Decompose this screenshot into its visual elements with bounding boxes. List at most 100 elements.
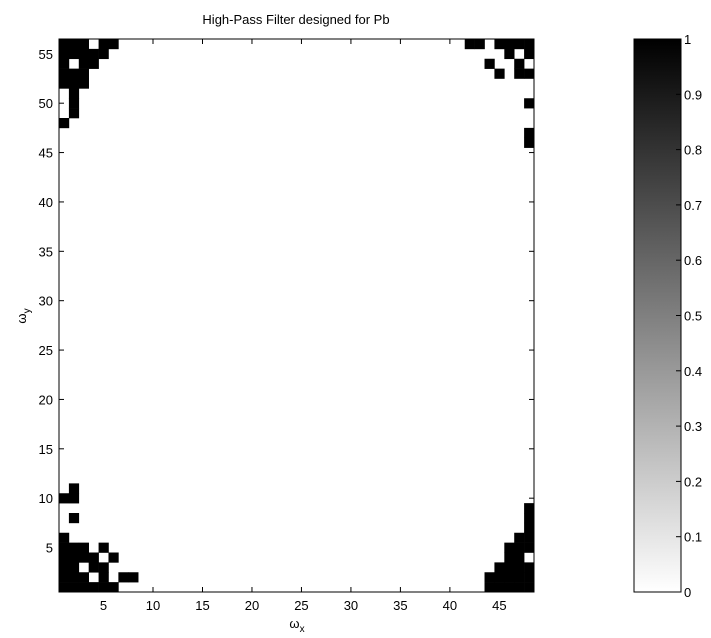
colorbar-tick-label: 0 [684,585,691,600]
heatmap-cells [59,39,535,593]
colorbar-tick-label: 1 [684,32,691,47]
heatmap-cell [59,58,70,69]
heatmap-cell [108,39,119,50]
x-tick-label: 20 [245,598,259,613]
y-tick-label: 15 [39,442,53,457]
x-tick-label: 40 [443,598,457,613]
x-tick-label: 10 [146,598,160,613]
heatmap-cell [524,39,535,50]
heatmap-cell [98,39,109,50]
y-ticks: 5 10 15 20 25 30 35 40 45 50 55 [39,47,534,556]
y-tick-label: 10 [39,491,53,506]
heatmap-cell [78,68,89,79]
heatmap-cell [504,562,515,573]
heatmap-cell [514,542,525,553]
heatmap-cell [68,48,80,60]
y-tick-label: 35 [39,244,53,259]
colorbar-tick-label: 0.1 [684,530,702,545]
y-tick-label: 5 [46,541,53,556]
heatmap-cell [78,542,89,553]
heatmap-cell [504,48,515,60]
colorbar-tick-label: 0.9 [684,87,702,102]
heatmap-cell [59,78,70,89]
heatmap-cell [68,562,80,573]
heatmap-cell [524,68,535,79]
heatmap-cell [68,78,80,89]
heatmap-cell [514,39,525,50]
heatmap-cell [504,542,515,553]
heatmap-cell [78,572,89,583]
heatmap-cell [504,582,515,593]
heatmap-cell [108,552,119,563]
heatmap-cell [464,39,475,50]
heatmap-cell [68,98,80,109]
heatmap-cell [68,483,80,494]
heatmap-cell [98,572,109,583]
heatmap-cell [494,562,505,573]
heatmap-cell [98,48,109,60]
plot-background [59,39,534,592]
heatmap-cell [68,39,80,50]
heatmap-cell [78,39,89,50]
heatmap-cell [68,68,80,79]
y-tick-label: 30 [39,294,53,309]
colorbar-tick-label: 0.5 [684,309,702,324]
heatmap-cell [524,582,535,593]
heatmap-cell [484,572,495,583]
colorbar-tick-label: 0.6 [684,253,702,268]
y-axis-label: ωy [14,308,33,323]
y-tick-label: 25 [39,343,53,358]
colorbar-tick-label: 0.8 [684,143,702,158]
heatmap-cell [524,572,535,583]
heatmap-cell [59,532,70,543]
heatmap-cell [59,68,70,79]
heatmap-cell [59,572,70,583]
heatmap-cell [484,582,495,593]
x-tick-label: 15 [195,598,209,613]
heatmap-cell [88,582,99,593]
heatmap-cell [68,552,80,563]
x-tick-label: 5 [100,598,107,613]
x-tick-label: 30 [344,598,358,613]
y-tick-label: 40 [39,195,53,210]
heatmap-cell [504,39,515,50]
heatmap-cell [514,562,525,573]
heatmap-cell [78,78,89,89]
plot-frame [58,38,535,593]
heatmap-cell [494,572,505,583]
heatmap-cell [59,39,70,50]
x-ticks: 5 10 15 20 25 30 35 40 45 [100,39,507,613]
heatmap-cell [68,572,80,583]
plot-area: 5 10 15 20 25 30 35 40 45 5 10 15 20 25 30 35 40 45 50 55 [39,38,535,613]
heatmap-cell [59,48,70,60]
heatmap-cell [514,68,525,79]
heatmap-cell [524,137,535,148]
heatmap-cell [524,503,535,514]
colorbar-tick-label: 0.4 [684,364,702,379]
colorbar-ticks: 0 0.1 0.2 0.3 0.4 0.5 0.6 0.7 0.8 0.9 1 [676,32,702,600]
heatmap-cell [88,58,99,69]
heatmap-cell [494,39,505,50]
heatmap-cell [88,48,99,60]
heatmap-cell [514,58,525,69]
heatmap-cell [524,532,535,543]
heatmap-cell [59,118,70,129]
colorbar: 0 0.1 0.2 0.3 0.4 0.5 0.6 0.7 0.8 0.9 1 [633,32,702,600]
heatmap-cell [474,39,485,50]
heatmap-cell [484,58,495,69]
heatmap-cell [68,88,80,99]
heatmap-cell [68,493,80,504]
y-tick-label: 45 [39,146,53,161]
heatmap-cell [59,582,70,593]
y-tick-label: 20 [39,392,53,407]
heatmap-cell [78,58,89,69]
x-tick-label: 45 [492,598,506,613]
colorbar-tick-label: 0.7 [684,198,702,213]
x-tick-label: 35 [393,598,407,613]
heatmap-cell [514,582,525,593]
heatmap-cell [524,127,535,139]
heatmap-cell [118,572,129,583]
heatmap-cell [524,522,535,534]
heatmap-cell [524,513,535,524]
